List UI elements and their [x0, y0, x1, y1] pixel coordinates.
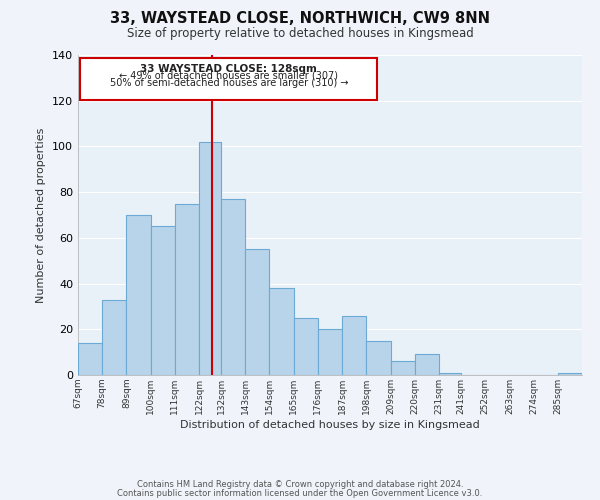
Bar [439, 372, 461, 375]
Bar [221, 199, 245, 375]
Text: ← 49% of detached houses are smaller (307): ← 49% of detached houses are smaller (30… [119, 71, 338, 81]
Text: 33, WAYSTEAD CLOSE, NORTHWICH, CW9 8NN: 33, WAYSTEAD CLOSE, NORTHWICH, CW9 8NN [110, 11, 490, 26]
Y-axis label: Number of detached properties: Number of detached properties [37, 128, 46, 302]
Bar [78, 343, 102, 375]
Bar [199, 142, 221, 375]
Bar [127, 215, 151, 375]
Bar [269, 288, 293, 375]
Bar [245, 250, 269, 375]
Bar [175, 204, 199, 375]
X-axis label: Distribution of detached houses by size in Kingsmead: Distribution of detached houses by size … [180, 420, 480, 430]
FancyBboxPatch shape [80, 58, 377, 100]
Bar [102, 300, 127, 375]
Bar [558, 372, 582, 375]
Bar [318, 330, 342, 375]
Text: Contains HM Land Registry data © Crown copyright and database right 2024.: Contains HM Land Registry data © Crown c… [137, 480, 463, 489]
Text: Size of property relative to detached houses in Kingsmead: Size of property relative to detached ho… [127, 26, 473, 40]
Text: Contains public sector information licensed under the Open Government Licence v3: Contains public sector information licen… [118, 488, 482, 498]
Bar [415, 354, 439, 375]
Bar [151, 226, 175, 375]
Text: 50% of semi-detached houses are larger (310) →: 50% of semi-detached houses are larger (… [110, 78, 348, 88]
Bar [367, 340, 391, 375]
Text: 33 WAYSTEAD CLOSE: 128sqm: 33 WAYSTEAD CLOSE: 128sqm [140, 64, 317, 74]
Bar [342, 316, 367, 375]
Bar [293, 318, 318, 375]
Bar [391, 362, 415, 375]
